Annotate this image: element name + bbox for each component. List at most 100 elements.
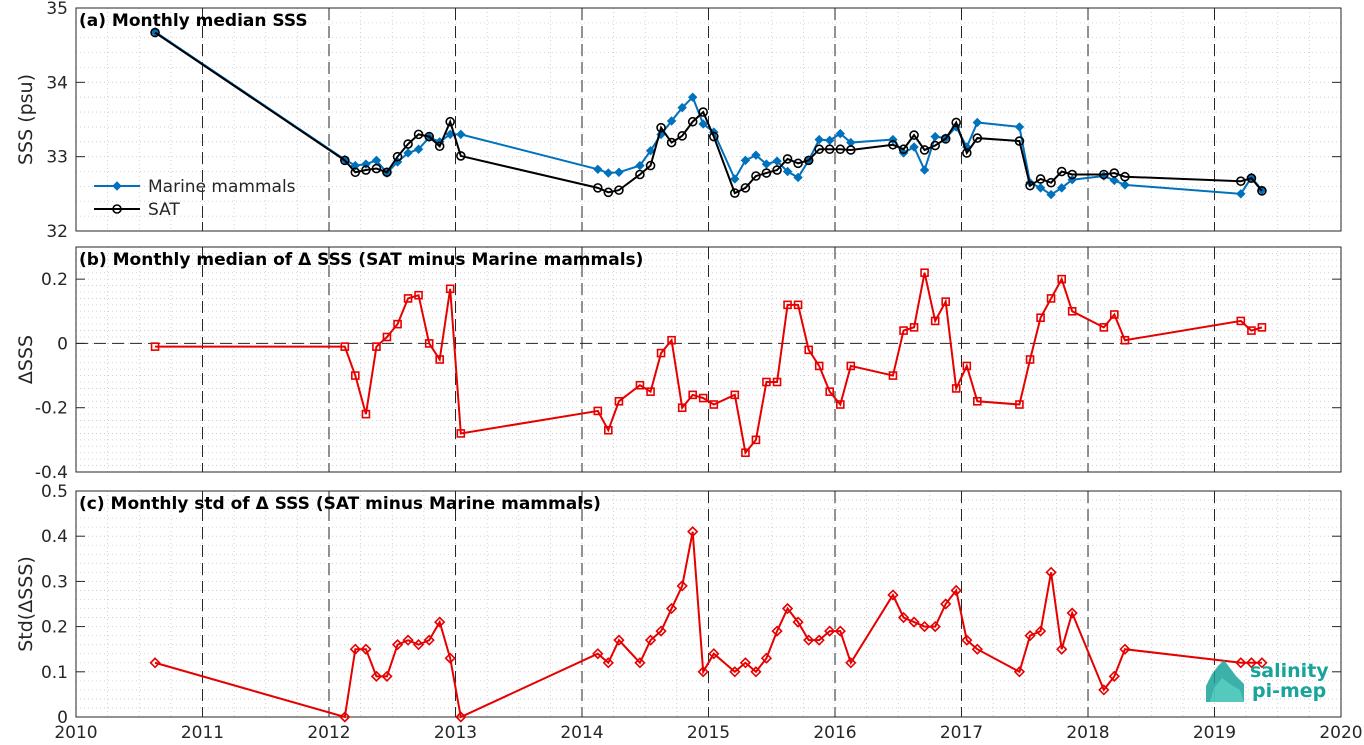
data-point xyxy=(792,616,804,628)
data-point xyxy=(1015,400,1024,409)
data-point xyxy=(909,142,919,152)
data-point xyxy=(656,348,666,358)
plots-container: 32 33 34 35 SSS (psu) (a) Monthly median SSS M… xyxy=(15,0,1363,743)
data-point xyxy=(687,526,699,538)
y-tick-label: 34 xyxy=(46,73,68,93)
data-point xyxy=(824,625,836,637)
data-point xyxy=(930,316,940,326)
data-point xyxy=(1025,180,1035,191)
data-point xyxy=(751,171,761,181)
data-point xyxy=(371,163,382,174)
y-tick-label: 0 xyxy=(57,708,68,728)
data-point xyxy=(972,133,983,143)
data-point xyxy=(772,156,782,166)
legend-swatch-marker xyxy=(112,204,122,214)
data-point xyxy=(339,711,351,723)
data-point xyxy=(730,174,740,184)
panel-title: (b) Monthly median of Δ SSS (SAT minus M… xyxy=(79,250,643,270)
data-point xyxy=(783,300,792,310)
data-point xyxy=(666,137,677,148)
data-point xyxy=(381,670,393,682)
data-point xyxy=(677,131,687,141)
data-point xyxy=(1257,186,1267,196)
data-point xyxy=(750,666,762,678)
panel-title: (a) Monthly median SSS xyxy=(79,11,308,31)
x-tick-label: 2011 xyxy=(181,723,224,743)
panel-title: (c) Monthly std of Δ SSS (SAT minus Mari… xyxy=(79,494,601,514)
y-axis-label: Std(ΔSSS) xyxy=(15,556,37,652)
data-point xyxy=(782,166,793,177)
x-tick-label: 2012 xyxy=(307,723,350,743)
data-point xyxy=(898,144,909,155)
y-tick-label: 0.4 xyxy=(41,527,68,547)
data-point xyxy=(973,396,982,406)
legend-label: SAT xyxy=(148,200,180,220)
data-point xyxy=(888,371,898,380)
data-point xyxy=(424,131,434,142)
salinity-pi-mep-logo: salinity pi-mep xyxy=(1206,660,1329,702)
data-point xyxy=(456,429,466,438)
data-point xyxy=(824,144,835,155)
panel-a: 32 33 34 35 SSS (psu) (a) Monthly median SSS M… xyxy=(15,0,1342,242)
data-point xyxy=(740,155,751,166)
data-point xyxy=(962,148,972,158)
data-point xyxy=(1056,643,1068,655)
data-point xyxy=(677,102,687,113)
data-point xyxy=(434,141,445,152)
data-point xyxy=(1236,316,1246,326)
data-point xyxy=(803,634,815,646)
x-tick-label: 2014 xyxy=(560,723,603,743)
data-point xyxy=(772,377,782,387)
data-point xyxy=(445,116,455,127)
data-point xyxy=(1066,607,1078,619)
data-point xyxy=(635,380,645,390)
data-point xyxy=(835,144,846,155)
data-point xyxy=(962,361,972,371)
data-point xyxy=(655,625,667,637)
data-point xyxy=(360,643,372,655)
data-point xyxy=(824,135,835,146)
x-tick-label: 2010 xyxy=(54,723,97,743)
data-point xyxy=(814,361,824,371)
data-point xyxy=(150,342,160,351)
logo-line-1: salinity xyxy=(1250,660,1329,682)
data-point xyxy=(687,116,698,127)
legend: Marine mammals SAT xyxy=(94,177,296,220)
data-point xyxy=(666,116,677,126)
data-point xyxy=(614,185,624,195)
data-point xyxy=(604,425,613,435)
data-point xyxy=(1246,173,1257,184)
data-point xyxy=(1236,189,1246,199)
data-point xyxy=(781,602,794,615)
data-point xyxy=(444,652,456,664)
data-point xyxy=(340,342,350,351)
x-tick-label: 2018 xyxy=(1066,723,1109,743)
data-point xyxy=(424,339,434,348)
data-point xyxy=(835,128,846,139)
data-point xyxy=(804,345,813,355)
data-point xyxy=(1057,274,1066,284)
data-point xyxy=(1046,177,1056,188)
data-point xyxy=(709,131,719,142)
data-point xyxy=(687,92,698,102)
y-tick-label: 0.2 xyxy=(41,270,68,290)
y-tick-label: 32 xyxy=(46,222,68,242)
data-point xyxy=(1036,313,1045,323)
logo-mark-light xyxy=(1210,678,1244,702)
data-point xyxy=(834,625,846,637)
data-point xyxy=(951,384,961,393)
data-point xyxy=(370,670,383,682)
data-point xyxy=(361,409,371,419)
logo-line-2: pi-mep xyxy=(1252,680,1326,702)
data-point xyxy=(940,598,952,610)
data-point xyxy=(1120,180,1130,190)
data-point xyxy=(392,151,403,162)
data-point xyxy=(929,620,941,633)
panel-c: 0 0.1 0.2 0.3 0.4 0.5 2010 2011 2012 2013 2014 2015… xyxy=(15,482,1363,743)
data-point xyxy=(698,119,708,129)
data-point xyxy=(1109,168,1120,178)
data-point xyxy=(1108,670,1120,682)
data-point xyxy=(614,167,624,177)
data-point xyxy=(1120,335,1130,345)
